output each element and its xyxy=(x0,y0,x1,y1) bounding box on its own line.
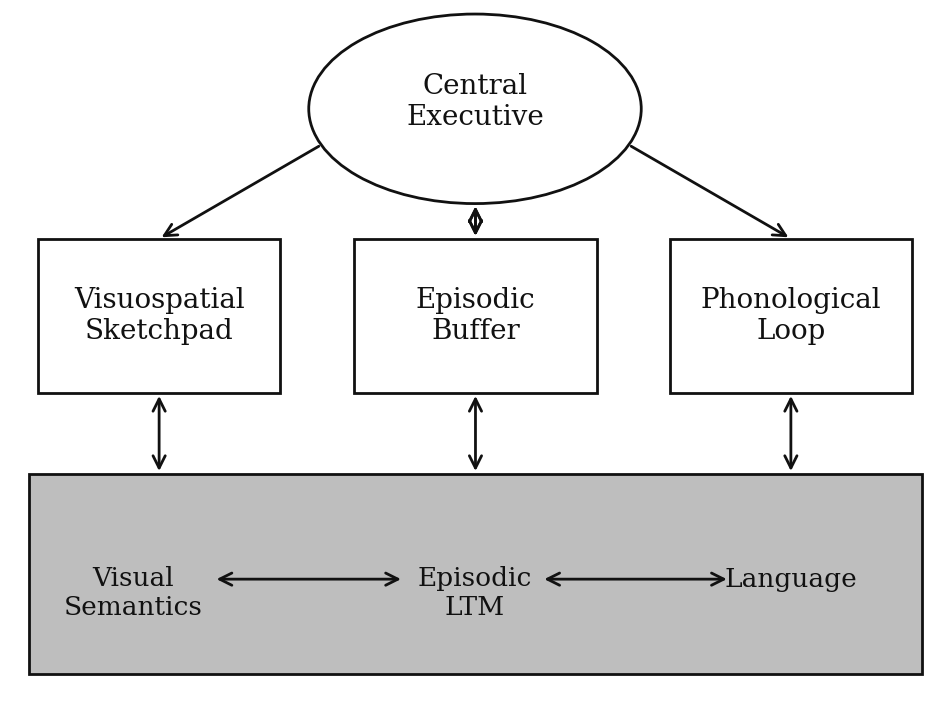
Text: Phonological
Loop: Phonological Loop xyxy=(700,287,882,345)
Bar xyxy=(670,239,912,393)
Bar xyxy=(354,239,597,393)
Text: Central
Executive: Central Executive xyxy=(407,73,543,131)
Bar xyxy=(38,239,280,393)
Text: Visuospatial
Sketchpad: Visuospatial Sketchpad xyxy=(74,287,244,345)
Bar xyxy=(28,474,922,674)
Ellipse shape xyxy=(309,14,641,204)
Text: Visual
Semantics: Visual Semantics xyxy=(64,567,202,620)
Text: Episodic
LTM: Episodic LTM xyxy=(418,567,532,620)
Text: Episodic
Buffer: Episodic Buffer xyxy=(416,287,535,345)
Text: Language: Language xyxy=(725,567,858,592)
